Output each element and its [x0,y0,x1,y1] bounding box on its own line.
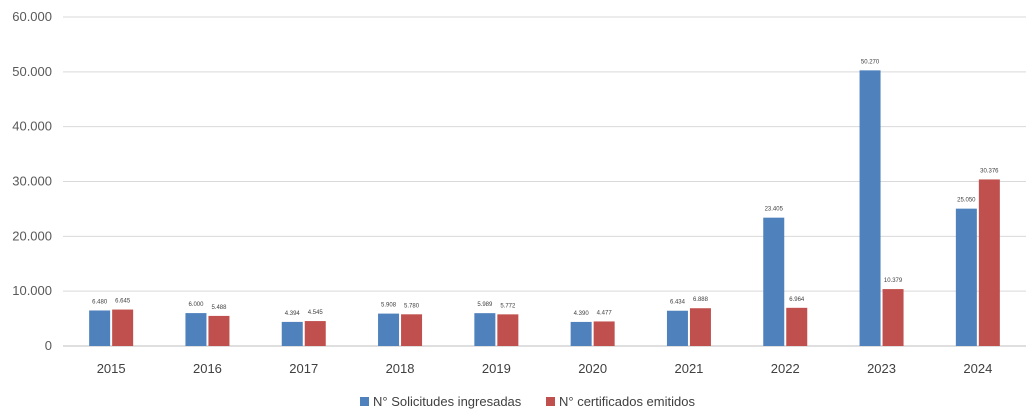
y-tick-label: 40.000 [12,119,52,134]
data-label-certificados: 5.780 [404,303,420,309]
bar-certificados [882,289,904,346]
gridlines [63,16,1026,347]
bar-solicitudes [89,310,111,346]
data-label-solicitudes: 5.989 [477,302,493,308]
data-label-solicitudes: 6.480 [92,299,108,305]
bar-solicitudes [185,313,207,346]
data-label-solicitudes: 4.394 [285,311,301,317]
data-label-solicitudes: 25.050 [957,198,976,204]
bar-certificados [786,307,808,346]
data-label-certificados: 6.964 [789,297,805,303]
y-tick-label: 20.000 [12,228,52,243]
y-tick-label: 10.000 [12,283,52,298]
x-axis: 2015 2016 2017 2018 2019 2020 2021 2022 2023 2024 [97,361,993,376]
bar-solicitudes [378,313,400,346]
data-label-solicitudes: 6.000 [188,302,204,308]
bar-solicitudes [859,70,881,346]
x-tick-label: 2016 [193,361,222,376]
x-tick-label: 2017 [289,361,318,376]
legend-swatch-solicitudes [360,397,369,406]
data-label-certificados: 4.545 [308,310,324,316]
bar-solicitudes [281,321,303,346]
bar-certificados [497,314,519,346]
y-tick-label: 60.000 [12,9,52,24]
data-label-certificados: 4.477 [597,310,613,316]
y-axis: 0 10.000 20.000 30.000 40.000 50.000 60.000 [12,9,52,353]
x-tick-label: 2018 [386,361,415,376]
bars: 6.480 6.645 6.000 5.488 4.394 4.545 5.908 5.780… [89,59,1000,346]
bar-solicitudes [763,217,785,346]
y-tick-label: 30.000 [12,174,52,189]
data-label-solicitudes: 6.434 [670,300,686,306]
bar-solicitudes [666,310,688,346]
bar-certificados [112,309,134,346]
bar-certificados [689,308,711,346]
y-tick-label: 50.000 [12,64,52,79]
data-label-solicitudes: 5.908 [381,303,397,309]
bar-certificados [208,315,230,346]
data-label-solicitudes: 23.405 [765,207,784,213]
legend-label-solicitudes: N° Solicitudes ingresadas [373,394,522,409]
data-label-certificados: 5.488 [211,305,227,311]
data-label-certificados: 6.888 [693,297,709,303]
x-tick-label: 2021 [674,361,703,376]
bar-solicitudes [570,321,592,346]
data-label-certificados: 10.379 [884,278,903,284]
x-tick-label: 2023 [867,361,896,376]
bar-solicitudes [955,208,977,346]
x-tick-label: 2019 [482,361,511,376]
bar-certificados [401,314,423,346]
data-label-solicitudes: 4.390 [574,311,590,317]
bar-certificados [978,179,1000,346]
data-label-certificados: 5.772 [500,303,516,309]
x-tick-label: 2015 [97,361,126,376]
bar-solicitudes [474,313,496,346]
data-label-certificados: 6.645 [115,299,131,305]
legend: N° Solicitudes ingresadas N° certificado… [360,394,695,409]
bar-certificados [304,321,326,346]
legend-label-certificados: N° certificados emitidos [559,394,695,409]
x-tick-label: 2020 [578,361,607,376]
y-tick-label: 0 [45,338,52,353]
legend-swatch-certificados [546,397,555,406]
x-tick-label: 2022 [771,361,800,376]
data-label-solicitudes: 50.270 [861,59,880,65]
bar-certificados [593,321,615,346]
x-tick-label: 2024 [963,361,992,376]
data-label-certificados: 30.376 [980,168,999,174]
